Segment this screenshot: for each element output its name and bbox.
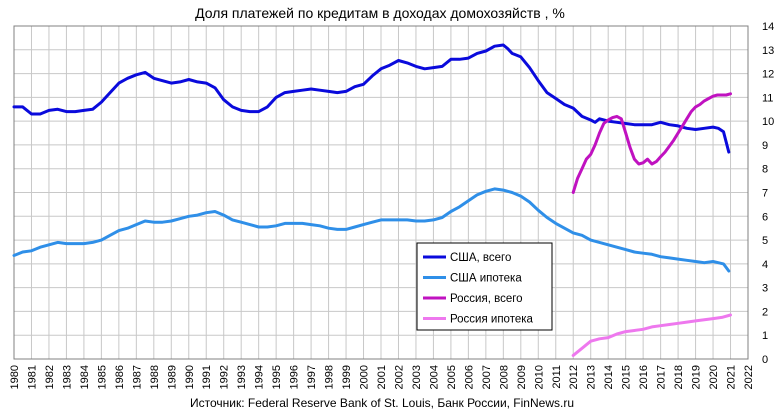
y-tick-label: 10 <box>762 116 774 128</box>
series-line-2 <box>571 92 732 194</box>
x-tick-label: 2020 <box>708 365 720 389</box>
series-line-0 <box>12 43 731 154</box>
x-tick-label: 2002 <box>393 365 405 389</box>
series-line-1 <box>12 187 731 273</box>
y-tick-label: 1 <box>762 330 768 342</box>
legend-label-0: США, всего <box>450 252 511 264</box>
legend-label-3: Россия ипотека <box>450 314 534 326</box>
x-tick-label: 1986 <box>114 365 126 389</box>
x-tick-label: 1989 <box>166 365 178 389</box>
y-tick-label: 14 <box>762 21 774 33</box>
x-tick-label: 2000 <box>359 365 371 389</box>
x-tick-label: 1983 <box>61 365 73 389</box>
x-tick-label: 2007 <box>481 365 493 389</box>
source-note: Источник: Federal Reserve Bank of St. Lo… <box>190 396 574 410</box>
y-tick-label: 8 <box>762 164 768 176</box>
legend: США, всего США ипотека Россия, всего Россия… <box>416 242 553 331</box>
series-line-3 <box>571 313 732 357</box>
x-tick-label: 2012 <box>568 365 580 389</box>
y-tick-label: 0 <box>762 354 768 366</box>
x-tick-label: 2006 <box>463 365 475 389</box>
x-tick-label: 2008 <box>498 365 510 389</box>
x-tick-label: 1997 <box>306 365 318 389</box>
y-tick-label: 13 <box>762 45 774 57</box>
x-tick-label: 2018 <box>673 365 685 389</box>
y-tick-label: 3 <box>762 283 768 295</box>
x-tick-label: 1981 <box>26 365 38 389</box>
x-tick-label: 2004 <box>428 365 440 389</box>
x-tick-label: 2017 <box>656 365 668 389</box>
y-tick-label: 4 <box>762 259 768 271</box>
x-tick-label: 2021 <box>726 365 738 389</box>
x-tick-label: 1985 <box>96 365 108 389</box>
x-tick-label: 1987 <box>131 365 143 389</box>
x-tick-label: 1996 <box>289 365 301 389</box>
x-tick-label: 1995 <box>271 365 283 389</box>
x-tick-label: 1998 <box>324 365 336 389</box>
x-tick-label: 1982 <box>44 365 56 389</box>
x-tick-label: 2009 <box>516 365 528 389</box>
x-tick-label: 1994 <box>254 365 266 389</box>
x-tick-label: 2010 <box>533 365 545 389</box>
x-tick-label: 1992 <box>219 365 231 389</box>
y-tick-label: 6 <box>762 211 768 223</box>
x-tick-label: 1993 <box>236 365 248 389</box>
chart-title: Доля платежей по кредитам в доходах домо… <box>195 5 565 21</box>
x-tick-label: 2011 <box>551 365 563 389</box>
x-tick-label: 2003 <box>411 365 423 389</box>
legend-label-1: США ипотека <box>450 273 522 285</box>
grid <box>14 25 748 359</box>
series-lines <box>12 43 732 357</box>
x-tick-label: 2014 <box>603 365 615 389</box>
x-tick-label: 2005 <box>446 365 458 389</box>
y-tick-label: 7 <box>762 188 768 200</box>
y-tick-label: 2 <box>762 306 768 318</box>
y-tick-label: 5 <box>762 235 768 247</box>
y-tick-label: 11 <box>762 92 773 104</box>
x-tick-label: 1980 <box>9 365 21 389</box>
x-tick-label: 2001 <box>376 365 388 389</box>
x-tick-label: 2016 <box>638 365 650 389</box>
x-tick-label: 2022 <box>743 365 755 389</box>
x-tick-label: 1990 <box>184 365 196 389</box>
x-tick-label: 2013 <box>586 365 598 389</box>
x-tick-label: 1984 <box>79 365 91 389</box>
x-tick-label: 1991 <box>201 365 213 389</box>
x-tick-label: 1999 <box>341 365 353 389</box>
x-tick-label: 1988 <box>149 365 161 389</box>
legend-label-2: Россия, всего <box>450 293 523 305</box>
y-tick-label: 9 <box>762 140 768 152</box>
plot-area-frame <box>13 25 749 360</box>
y-tick-label: 12 <box>762 69 774 81</box>
x-tick-label: 2019 <box>691 365 703 389</box>
x-tick-label: 2015 <box>621 365 633 389</box>
